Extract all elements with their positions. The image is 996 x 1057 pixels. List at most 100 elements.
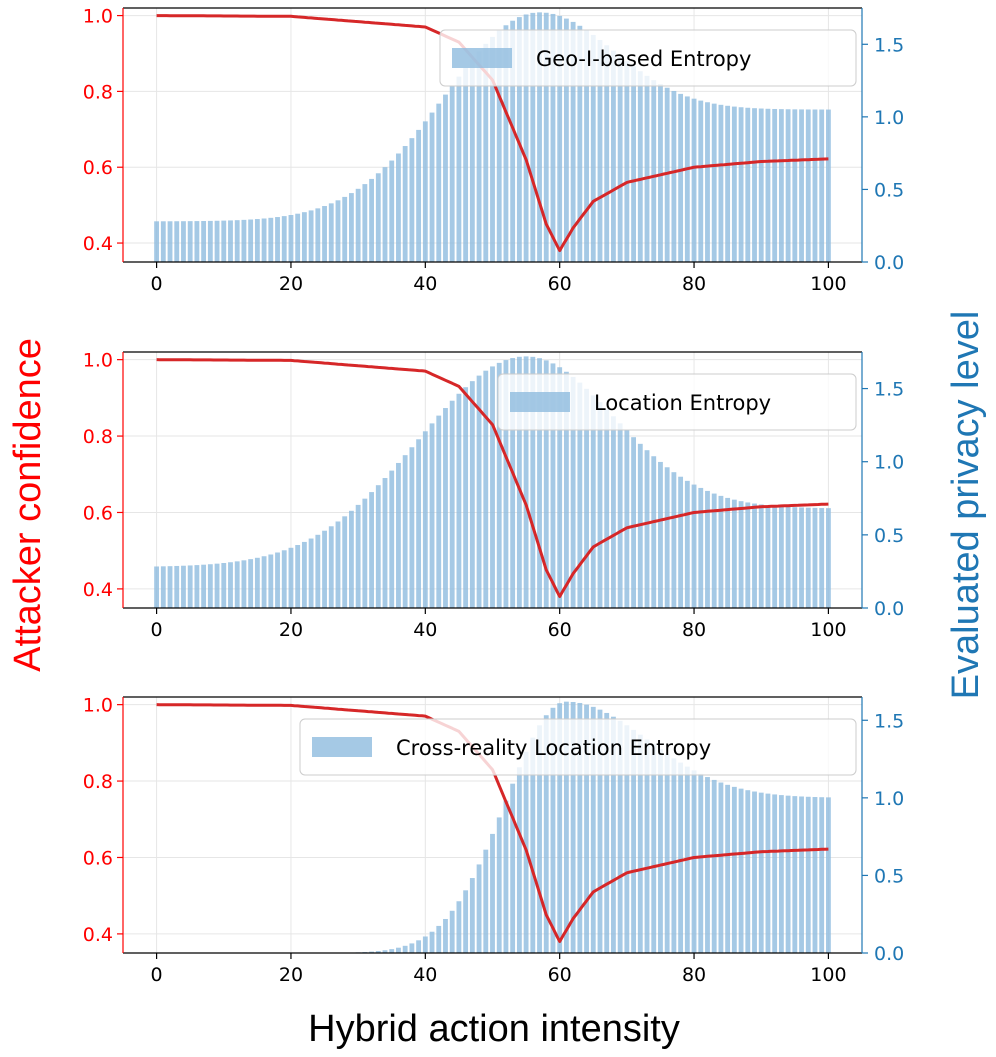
bar: [570, 701, 576, 953]
bar: [443, 94, 448, 262]
bar: [825, 797, 831, 953]
bar: [342, 516, 348, 608]
bar: [429, 423, 435, 608]
legend-swatch: [510, 392, 570, 412]
bar: [490, 833, 495, 953]
bar: [557, 703, 563, 953]
bar: [604, 45, 610, 262]
bar: [604, 409, 610, 608]
bar: [530, 737, 536, 953]
bar: [752, 108, 757, 262]
y-right-tick-label: 1.5: [874, 34, 904, 56]
bar: [819, 797, 825, 953]
bar: [745, 107, 751, 263]
bar: [725, 497, 731, 608]
bar: [375, 485, 381, 608]
bar: [355, 188, 361, 262]
bar: [684, 96, 690, 262]
bar: [563, 371, 569, 608]
bar: [496, 817, 502, 953]
bar: [698, 100, 704, 262]
bar: [174, 221, 180, 262]
x-tick-label: 20: [279, 273, 303, 295]
legend-label: Geo-I-based Entropy: [536, 47, 751, 71]
bar: [691, 770, 697, 953]
bar: [745, 502, 751, 608]
bar: [758, 504, 764, 608]
bar: [389, 470, 395, 608]
bar: [510, 358, 516, 608]
ylabel-right: Evaluated privacy level: [945, 311, 987, 700]
bar: [483, 43, 489, 262]
bar: [348, 510, 354, 608]
bar: [248, 559, 254, 608]
bar: [537, 358, 542, 608]
bar: [611, 50, 616, 262]
bar: [490, 366, 495, 608]
bar: [537, 12, 542, 263]
bar: [825, 508, 831, 608]
bar: [288, 547, 294, 608]
x-tick-label: 40: [413, 619, 437, 641]
bar: [308, 538, 314, 608]
bar: [772, 794, 778, 953]
bar: [160, 221, 166, 262]
bar: [792, 109, 798, 262]
bar: [369, 951, 374, 953]
y-left-tick-label: 0.8: [83, 426, 113, 448]
bar: [295, 545, 301, 608]
bar: [234, 220, 240, 262]
bar: [201, 564, 207, 608]
bar: [537, 725, 542, 953]
bar: [328, 203, 334, 262]
bar: [778, 506, 784, 608]
bar: [664, 467, 670, 608]
x-tick-label: 80: [682, 619, 706, 641]
bar: [718, 104, 724, 262]
y-right-tick-label: 1.0: [874, 107, 904, 129]
bar: [785, 795, 791, 953]
bar: [422, 431, 428, 608]
x-tick-label: 60: [548, 964, 572, 986]
bar: [825, 109, 831, 263]
y-right-tick-label: 0.5: [874, 865, 904, 887]
bar: [181, 221, 186, 262]
xlabel: Hybrid action intensity: [308, 1008, 680, 1050]
y-left-tick-label: 0.4: [83, 579, 113, 601]
panel-geo-i-entropy: 0 20 40 60 80 100 0.4 0.6 0.8 1.0 0.0 0.5 1.0 1.5 Geo-…: [83, 6, 904, 295]
bar: [718, 782, 724, 953]
x-tick-label: 40: [413, 273, 437, 295]
bar: [254, 219, 260, 262]
x-tick-label: 100: [810, 273, 846, 295]
bar: [718, 495, 724, 608]
bar: [819, 109, 825, 262]
bar: [805, 507, 811, 608]
bar: [268, 217, 274, 262]
bar: [154, 566, 160, 608]
bar: [557, 15, 563, 263]
bar: [711, 779, 717, 953]
bar: [409, 447, 415, 608]
legend: Geo-I-based Entropy: [439, 29, 857, 87]
legend-box: [299, 718, 857, 776]
bar: [577, 382, 583, 608]
bar: [463, 67, 469, 262]
bar: [785, 109, 791, 262]
bar: [805, 109, 811, 262]
bar: [409, 943, 415, 953]
bar: [443, 408, 448, 608]
bar: [590, 706, 596, 953]
bar: [342, 196, 348, 262]
x-tick-label: 0: [151, 619, 163, 641]
x-tick-label: 80: [682, 964, 706, 986]
bar: [510, 783, 516, 953]
bar: [765, 793, 771, 953]
bar: [752, 791, 757, 953]
legend-swatch: [452, 48, 512, 68]
bar: [369, 178, 374, 262]
bar: [584, 388, 589, 608]
bar: [651, 80, 657, 262]
y-left-tick-label: 1.0: [83, 695, 113, 717]
bar: [758, 108, 764, 262]
